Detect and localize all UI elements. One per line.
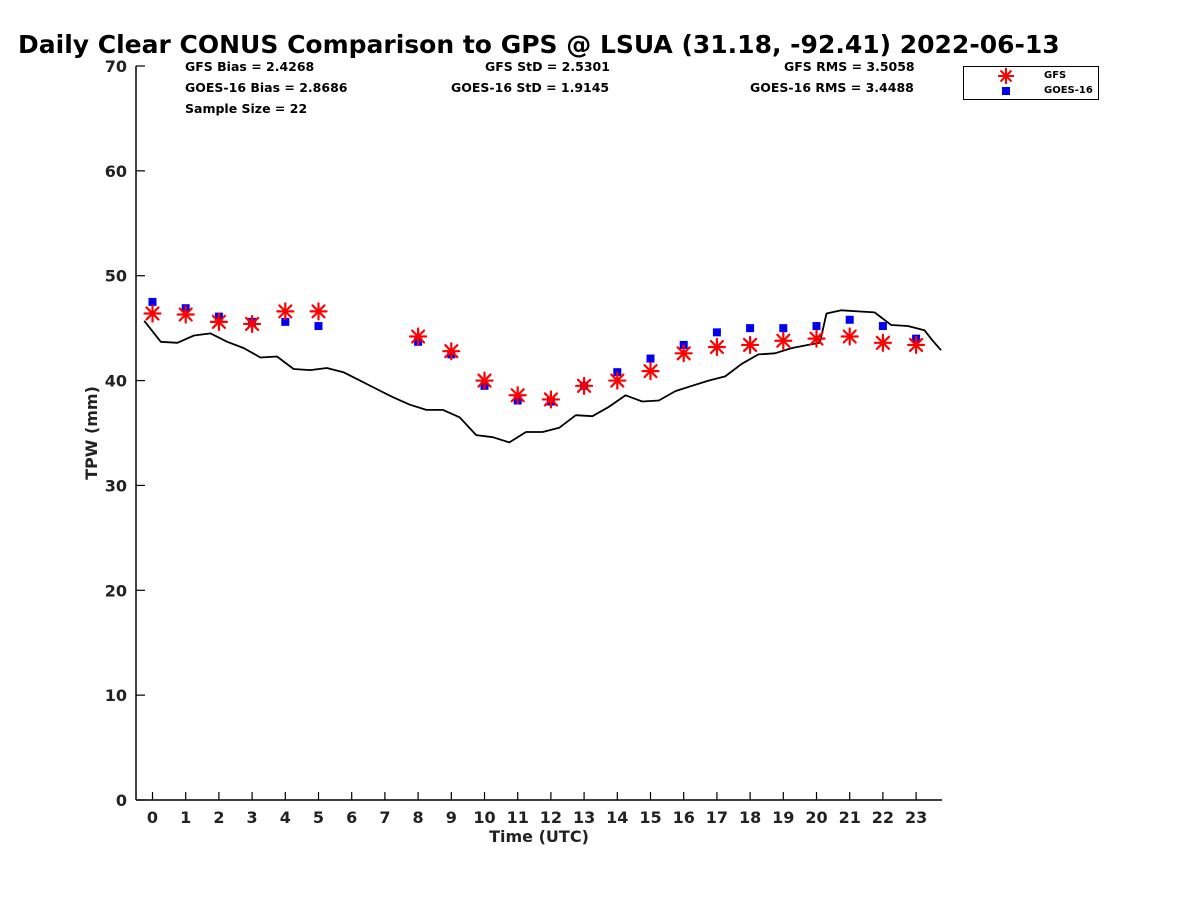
goes16-point [878, 322, 887, 331]
x-tick-label: 8 [413, 808, 424, 827]
goes-legend-marker [1002, 87, 1010, 95]
goes16-point [779, 324, 788, 333]
x-tick-label: 22 [872, 808, 894, 827]
goes-std-stat: GOES-16 StD = 1.9145 [451, 80, 610, 95]
x-tick-label: 10 [473, 808, 495, 827]
chart-title: Daily Clear CONUS Comparison to GPS @ LS… [18, 30, 1060, 59]
y-axis-label: TPW (mm) [82, 386, 101, 480]
gfs-point [707, 337, 727, 357]
legend-label-goes16: GOES-16 [1044, 85, 1093, 96]
gfs-point [442, 342, 461, 361]
gfs-std-stat: GFS StD = 2.5301 [485, 59, 610, 74]
x-axis-ticks: 0 1 2 3 4 5 6 7 8 9 10 11 12 13 14 15 16 17 18 19 20 21 22 23 [147, 792, 927, 827]
goes16-point [712, 328, 721, 337]
x-tick-label: 13 [573, 808, 595, 827]
goes-bias-stat: GOES-16 Bias = 2.8686 [185, 80, 348, 95]
gps-series [143, 309, 942, 444]
gfs-point [674, 344, 693, 363]
legend: GFS GOES-16 [963, 66, 1099, 100]
gps-line [143, 309, 942, 444]
gfs-point [608, 371, 627, 390]
x-tick-label: 11 [507, 808, 529, 827]
x-tick-label: 21 [839, 808, 861, 827]
x-tick-label: 16 [673, 808, 695, 827]
x-tick-label: 0 [147, 808, 158, 827]
y-tick-label: 50 [105, 267, 127, 286]
y-tick-label: 70 [105, 57, 127, 76]
gfs-point [740, 335, 760, 355]
y-tick-label: 60 [105, 162, 127, 181]
gfs-point [508, 386, 527, 405]
y-tick-label: 30 [105, 476, 127, 495]
x-tick-label: 23 [905, 808, 927, 827]
goes16-point [148, 297, 157, 306]
gfs-point [873, 333, 893, 352]
gfs-point [574, 376, 594, 395]
axes [135, 66, 942, 801]
gfs-legend-marker [998, 68, 1014, 84]
y-tick-label: 40 [105, 372, 127, 391]
goes16-point [646, 354, 655, 363]
gfs-point [475, 371, 494, 390]
x-tick-label: 19 [772, 808, 794, 827]
gfs-bias-stat: GFS Bias = 2.4268 [185, 59, 315, 74]
goes16-point [845, 315, 854, 324]
goes16-point [281, 317, 290, 326]
x-tick-label: 2 [213, 808, 224, 827]
x-tick-label: 1 [180, 808, 191, 827]
x-tick-label: 6 [346, 808, 357, 827]
x-tick-label: 15 [639, 808, 661, 827]
y-tick-label: 10 [105, 686, 127, 705]
gfs-rms-stat: GFS RMS = 3.5058 [784, 59, 915, 74]
gfs-point [641, 362, 660, 381]
x-tick-label: 14 [606, 808, 628, 827]
x-axis-label: Time (UTC) [489, 827, 589, 846]
gfs-point [176, 305, 195, 324]
gfs-point [906, 335, 926, 355]
goes16-series [148, 297, 921, 406]
x-tick-label: 9 [446, 808, 457, 827]
goes16-point [812, 322, 821, 331]
goes16-point [746, 324, 755, 333]
x-tick-label: 20 [805, 808, 827, 827]
legend-markers [998, 68, 1014, 95]
legend-label-gfs: GFS [1044, 70, 1067, 81]
gfs-point [807, 329, 826, 348]
sample-size-stat: Sample Size = 22 [185, 101, 308, 116]
x-tick-label: 3 [247, 808, 258, 827]
gfs-point [774, 331, 793, 350]
x-tick-label: 18 [739, 808, 761, 827]
gfs-point [541, 390, 561, 409]
x-tick-label: 12 [540, 808, 562, 827]
gfs-series [143, 302, 926, 409]
gfs-point [209, 312, 228, 331]
goes-rms-stat: GOES-16 RMS = 3.4488 [750, 80, 914, 95]
gfs-point [840, 327, 859, 346]
y-axis-ticks: 0 10 20 30 40 50 60 70 [105, 57, 145, 810]
x-tick-label: 4 [280, 808, 291, 827]
y-tick-label: 20 [105, 581, 127, 600]
gfs-point [143, 304, 162, 323]
gfs-point [276, 302, 295, 321]
x-tick-label: 7 [379, 808, 390, 827]
goes16-point [314, 322, 323, 331]
gfs-point [243, 314, 262, 334]
y-tick-label: 0 [116, 791, 127, 810]
gfs-point [309, 302, 328, 321]
x-tick-label: 5 [313, 808, 324, 827]
gfs-point [409, 327, 428, 346]
x-tick-label: 17 [706, 808, 728, 827]
